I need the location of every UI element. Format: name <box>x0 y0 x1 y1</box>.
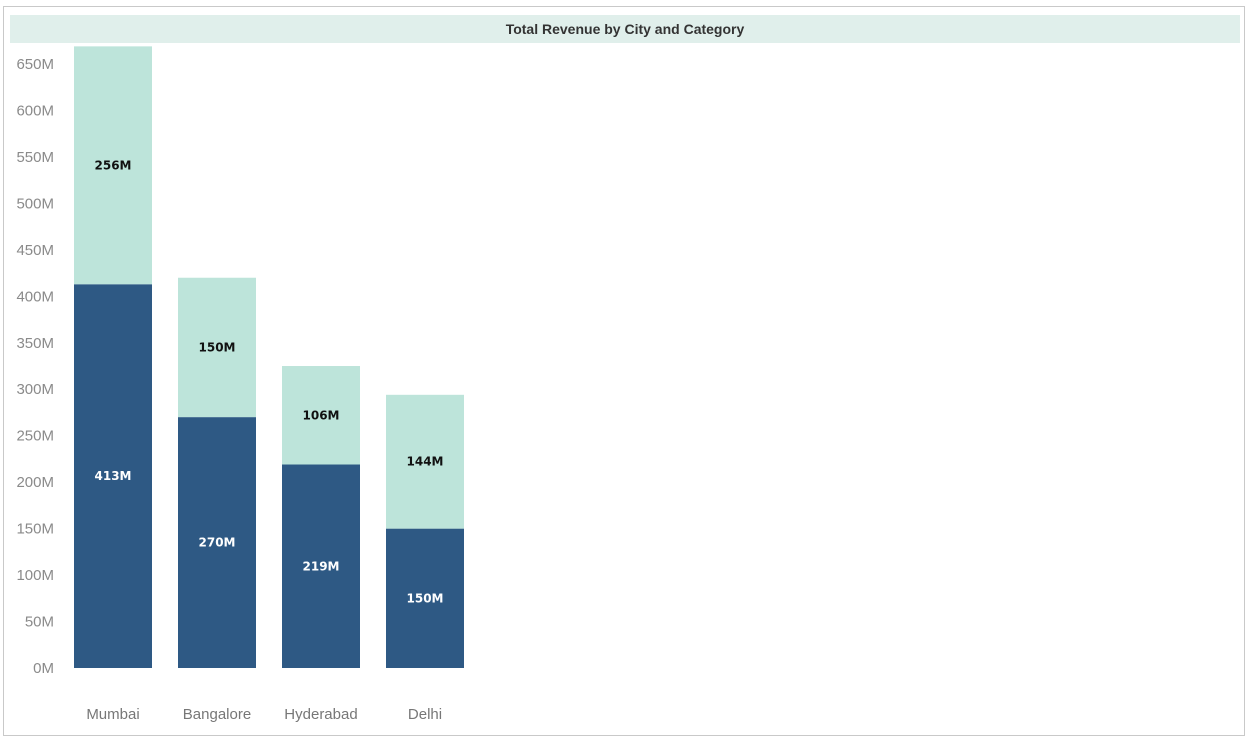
bar-segment-delhi-1[interactable] <box>386 394 464 529</box>
y-tick-label: 500M <box>16 195 54 212</box>
x-category-label: Bangalore <box>183 706 251 723</box>
data-label: 106M <box>303 408 340 422</box>
x-axis: Mumbai Bangalore Hyderabad Delhi <box>86 706 442 723</box>
bar-segment-bangalore-0[interactable] <box>178 417 256 668</box>
x-category-label: Delhi <box>408 706 442 723</box>
y-tick-label: 600M <box>16 102 54 119</box>
y-tick-label: 50M <box>25 614 54 631</box>
y-tick-label: 250M <box>16 428 54 445</box>
bar-segment-hyderabad-1[interactable] <box>282 366 360 465</box>
bar-segment-mumbai-1[interactable] <box>74 46 152 285</box>
chart-title: Total Revenue by City and Category <box>10 15 1240 43</box>
data-label: 150M <box>407 591 444 605</box>
y-tick-label: 150M <box>16 521 54 538</box>
x-category-label: Mumbai <box>86 706 139 723</box>
data-label: 270M <box>199 536 236 550</box>
y-tick-label: 650M <box>16 56 54 73</box>
bars-group: 413M 256M 270M 150M 219M 106M 150M 144M <box>74 46 464 668</box>
bar-segment-bangalore-1[interactable] <box>178 277 256 418</box>
y-tick-label: 350M <box>16 335 54 352</box>
y-tick-label: 0M <box>33 660 54 677</box>
y-tick-label: 450M <box>16 242 54 259</box>
y-tick-label: 200M <box>16 474 54 491</box>
data-label: 150M <box>199 340 236 354</box>
data-label: 219M <box>303 559 340 573</box>
data-label: 413M <box>95 469 132 483</box>
bar-segment-delhi-0[interactable] <box>386 528 464 668</box>
bar-segment-hyderabad-0[interactable] <box>282 464 360 668</box>
data-label: 256M <box>95 158 132 172</box>
y-tick-label: 100M <box>16 567 54 584</box>
y-tick-label: 300M <box>16 381 54 398</box>
y-tick-label: 550M <box>16 149 54 166</box>
bar-segment-mumbai-0[interactable] <box>74 284 152 668</box>
y-tick-label: 400M <box>16 288 54 305</box>
y-axis: 0M 50M 100M 150M 200M 250M 300M 350M 400M 450M 500… <box>16 56 54 677</box>
x-category-label: Hyderabad <box>284 706 357 723</box>
data-label: 144M <box>407 455 444 469</box>
